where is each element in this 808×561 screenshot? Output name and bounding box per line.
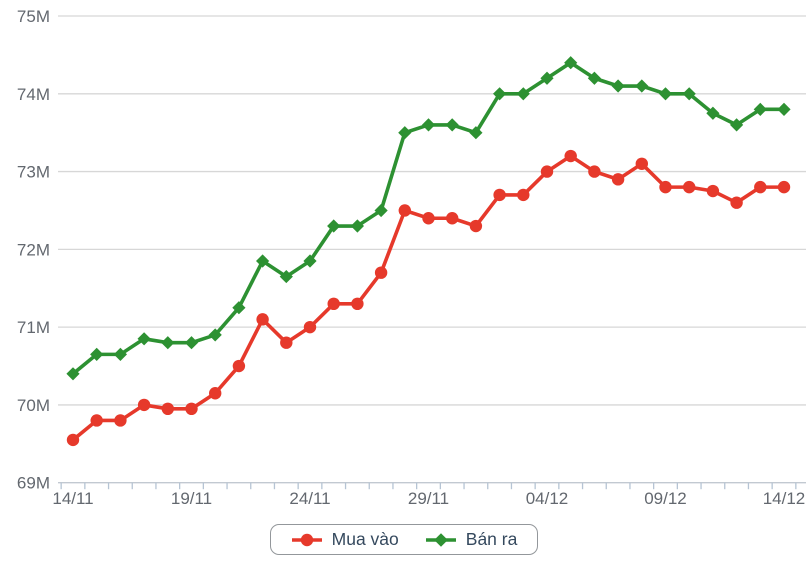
ban-ra-marker-icon [425, 532, 456, 547]
svg-text:14/11: 14/11 [52, 489, 93, 508]
svg-text:09/12: 09/12 [644, 489, 687, 508]
legend-item-ban-ra[interactable]: Bán ra [425, 529, 518, 550]
svg-text:69M: 69M [17, 474, 50, 493]
svg-text:29/11: 29/11 [408, 489, 449, 508]
svg-text:75M: 75M [17, 7, 50, 26]
legend-label-ban-ra: Bán ra [465, 529, 518, 549]
legend-item-mua-vao[interactable]: Mua vào [291, 529, 399, 550]
svg-text:74M: 74M [17, 85, 50, 104]
svg-text:73M: 73M [17, 163, 50, 182]
svg-text:71M: 71M [17, 318, 50, 337]
price-line-chart: 69M 70M 71M 72M 73M 74M 75M 14/11 19/11 24/11 29/1… [17, 7, 806, 508]
svg-text:72M: 72M [17, 240, 50, 259]
svg-text:04/12: 04/12 [526, 489, 569, 508]
legend-label-mua-vao: Mua vào [331, 529, 399, 549]
svg-text:19/11: 19/11 [171, 489, 212, 508]
legend-box: Mua vào Bán ra [269, 524, 539, 555]
chart-legend: Mua vào Bán ra [0, 524, 808, 555]
svg-text:70M: 70M [17, 396, 50, 415]
svg-text:14/12: 14/12 [763, 489, 806, 508]
svg-text:24/11: 24/11 [289, 489, 330, 508]
mua-vao-marker-icon [291, 533, 322, 546]
